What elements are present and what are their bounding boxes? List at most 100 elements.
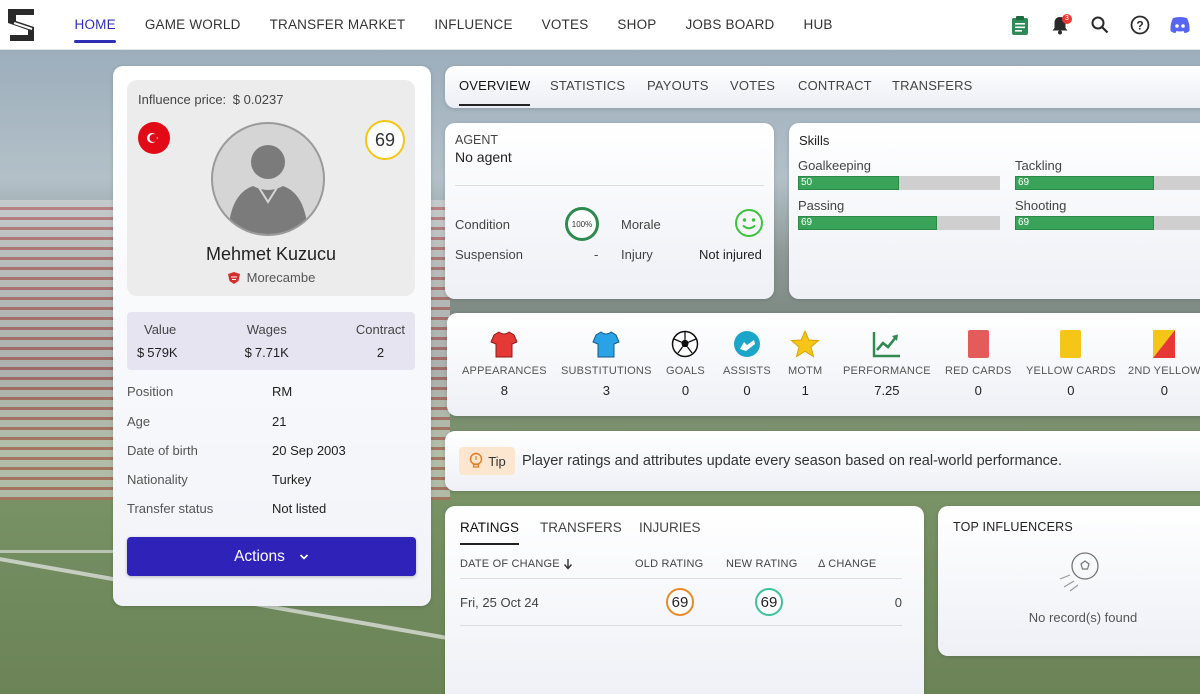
skill-shooting: Shooting 69	[1015, 198, 1200, 230]
tip-badge: Tip	[459, 447, 515, 475]
detail-key: Age	[127, 414, 151, 429]
suspension-label: Suspension	[455, 247, 523, 262]
skill-bar: 69	[1015, 216, 1200, 230]
skill-bar: 69	[1015, 176, 1200, 190]
suspension-value: -	[594, 247, 599, 262]
notification-badge: 3	[1062, 14, 1072, 24]
new-rating-badge: 69	[755, 588, 783, 616]
nav-jobs-board[interactable]: JOBS BOARD	[685, 17, 775, 32]
stat-value: 1	[801, 383, 809, 398]
stat-label: SUBSTITUTIONS	[561, 365, 652, 377]
header-old-rating: OLD RATING	[635, 558, 704, 570]
trend-up-icon	[872, 329, 902, 359]
nav-influence[interactable]: INFLUENCE	[434, 17, 513, 32]
stat-value: 0	[743, 383, 751, 398]
nav-votes[interactable]: VOTES	[541, 17, 589, 32]
nav-icons: 3 ?	[1000, 0, 1200, 50]
skill-label: Goalkeeping	[798, 158, 871, 173]
contract-label: Contract	[355, 322, 405, 337]
old-rating-badge: 69	[666, 588, 694, 616]
tab-transfers[interactable]: TRANSFERS	[892, 78, 973, 93]
actions-button[interactable]: Actions	[127, 537, 416, 576]
search-icon[interactable]	[1080, 5, 1120, 45]
discord-icon[interactable]	[1160, 5, 1200, 45]
tab-payouts[interactable]: PAYOUTS	[647, 78, 709, 93]
player-club[interactable]: Morecambe	[127, 270, 415, 285]
agent-card: AGENT No agent Condition 100% Morale Sus…	[445, 123, 774, 299]
value-amount: 579K	[147, 345, 178, 360]
detail-nationality: Nationality Turkey	[127, 472, 415, 487]
skills-title: Skills	[799, 133, 830, 148]
skill-passing: Passing 69	[798, 198, 1000, 230]
nav-hub[interactable]: HUB	[803, 17, 833, 32]
condition-value: 100%	[571, 219, 593, 229]
stat-label: 2ND YELLOW	[1128, 365, 1200, 377]
shirt-red-icon	[490, 329, 519, 359]
detail-value: RM	[272, 384, 293, 399]
row-date: Fri, 25 Oct 24	[460, 595, 539, 610]
skill-tackling: Tackling 69	[1015, 158, 1200, 190]
detail-transfer-status: Transfer status Not listed	[127, 501, 415, 516]
currency-icon: $	[244, 345, 252, 360]
stat-assists: ASSISTS 0	[723, 329, 771, 398]
player-card: Influence price: $ 0.0237 69 Mehmet Kuzu…	[113, 66, 431, 606]
stat-second-yellow: 2ND YELLOW 0	[1128, 329, 1200, 398]
influence-price: Influence price: $ 0.0237	[138, 92, 283, 107]
contract-years: 2	[376, 345, 385, 360]
shirt-blue-icon	[592, 329, 620, 359]
nav-home[interactable]: HOME	[60, 0, 130, 50]
nav-shop[interactable]: SHOP	[617, 17, 657, 32]
player-tabs: OVERVIEW STATISTICS PAYOUTS VOTES CONTRA…	[445, 66, 1200, 108]
nav-game-world[interactable]: GAME WORLD	[144, 17, 241, 32]
skill-bar: 69	[798, 216, 1000, 230]
tab-overview[interactable]: OVERVIEW	[459, 78, 531, 106]
skill-bar: 50	[798, 176, 1000, 190]
wages-amount: 7.71K	[254, 345, 289, 360]
tab-injuries[interactable]: INJURIES	[639, 520, 701, 535]
tab-ratings[interactable]: RATINGS	[460, 520, 520, 545]
currency-icon: $	[232, 92, 241, 107]
influence-value: 0.0237	[243, 92, 284, 107]
stat-label: RED CARDS	[945, 365, 1012, 377]
nav-transfer-market[interactable]: TRANSFER MARKET	[269, 17, 406, 32]
contract-stat: Contract 2	[356, 312, 405, 370]
skill-label: Passing	[798, 198, 845, 213]
skill-goalkeeping: Goalkeeping 50	[798, 158, 1000, 190]
player-rating: 69	[365, 120, 405, 160]
value-stat: Value $579K	[137, 312, 178, 370]
actions-label: Actions	[234, 547, 285, 565]
stat-red-cards: RED CARDS 0	[945, 329, 1012, 398]
value-label: Value	[144, 322, 177, 337]
header-date-of-change[interactable]: DATE OF CHANGE	[460, 558, 573, 570]
top-influencers-card: TOP INFLUENCERS No record(s) found	[938, 506, 1200, 656]
skill-label: Tackling	[1015, 158, 1062, 173]
header-new-rating: NEW RATING	[726, 558, 798, 570]
stat-substitutions: SUBSTITUTIONS 3	[561, 329, 652, 398]
stat-value: 8	[500, 383, 508, 398]
chevron-down-icon	[299, 553, 308, 560]
detail-value: 20 Sep 2003	[272, 443, 346, 458]
top-navigation: HOME GAME WORLD TRANSFER MARKET INFLUENC…	[0, 0, 1200, 50]
divider	[460, 578, 902, 579]
club-crest-icon	[227, 271, 240, 284]
stat-appearances: APPEARANCES 8	[462, 329, 547, 398]
influence-label: Influence price:	[138, 92, 227, 107]
app-logo[interactable]	[2, 3, 42, 47]
detail-position: Position RM	[127, 384, 415, 399]
top-influencers-title: TOP INFLUENCERS	[953, 520, 1073, 534]
tab-statistics[interactable]: STATISTICS	[550, 78, 626, 93]
club-name: Morecambe	[246, 270, 316, 285]
detail-value: 21	[272, 414, 287, 429]
lightbulb-icon	[470, 452, 483, 468]
tab-ratings-transfers[interactable]: TRANSFERS	[540, 520, 622, 535]
skill-label: Shooting	[1015, 198, 1067, 213]
stat-label: APPEARANCES	[462, 365, 547, 377]
tab-contract[interactable]: CONTRACT	[798, 78, 872, 93]
bell-icon[interactable]: 3	[1040, 5, 1080, 45]
player-name: Mehmet Kuzucu	[205, 244, 337, 264]
clipboard-icon[interactable]	[1000, 5, 1040, 45]
help-icon[interactable]: ?	[1120, 5, 1160, 45]
stat-value: 0	[1160, 383, 1168, 398]
red-card-icon	[967, 329, 989, 359]
tab-votes[interactable]: VOTES	[730, 78, 776, 93]
